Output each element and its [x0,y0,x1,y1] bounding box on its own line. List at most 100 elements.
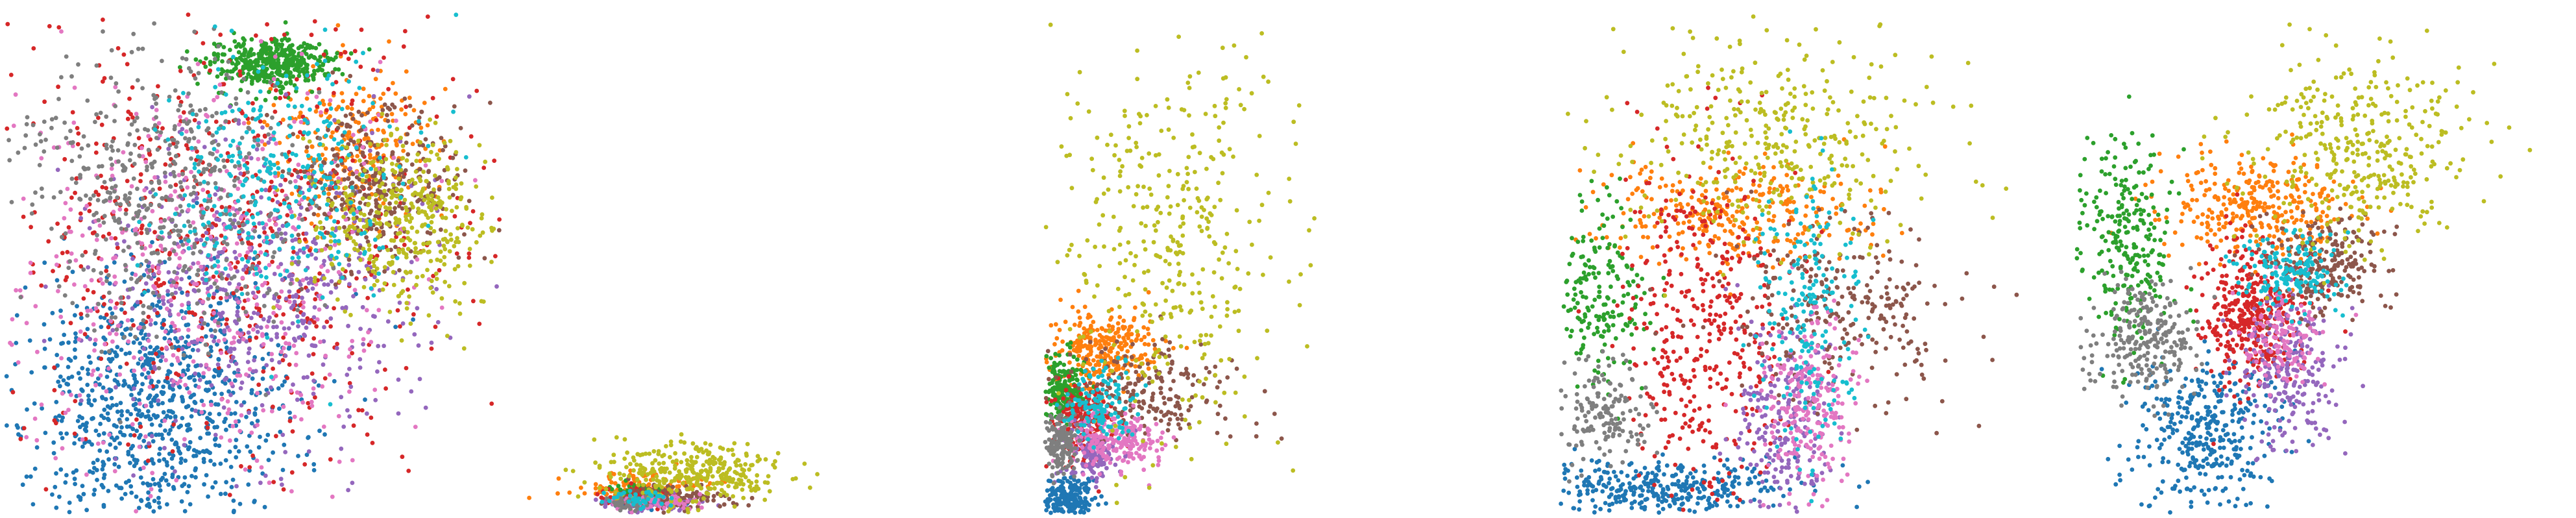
scatter-point [249,235,254,240]
scatter-point [283,20,288,25]
scatter-point [99,482,104,487]
scatter-point [261,119,267,125]
scatter-point [100,281,105,286]
scatter-point [81,166,86,170]
scatter-point [219,204,225,210]
scatter-point [289,489,294,494]
scatter-point [104,389,109,394]
scatter-point [289,305,294,310]
scatter-point [204,362,209,367]
scatter-point [212,367,217,373]
scatter-point [188,223,193,228]
scatter-point [467,255,472,260]
scatter-point [60,251,65,256]
scatter-point [303,78,308,83]
scatter-point [241,194,246,199]
scatter-point [214,130,219,135]
scatter-point [340,267,345,272]
scatter-point [27,338,32,343]
scatter-point [167,252,172,257]
scatter-point [117,365,123,369]
scatter-point [126,295,131,300]
scatter-point [305,244,310,249]
scatter-point [96,376,101,381]
scatter-point [167,143,173,148]
scatter-point [143,160,149,164]
scatter-point [150,105,155,110]
scatter-point [169,362,175,367]
scatter-point [151,360,156,365]
scatter-point [169,438,175,442]
scatter-point [368,222,373,227]
scatter-point [241,400,247,405]
scatter-point [100,395,105,401]
scatter-point [176,233,181,238]
scatter-point [234,438,239,443]
scatter-point [176,95,181,100]
scatter-point [276,122,281,127]
scatter-point [404,140,409,145]
scatter-point [113,104,118,108]
scatter-point [270,115,274,120]
scatter-point [194,237,199,242]
scatter-point [385,247,391,253]
scatter-point [124,362,129,366]
scatter-point [232,370,237,375]
scatter-point [265,432,271,438]
scatter-point [218,462,223,466]
scatter-point [359,27,364,32]
scatter-point [42,119,47,124]
scatter-point [208,328,213,332]
scatter-point [443,143,448,149]
scatter-point [407,219,413,224]
scatter-point [306,435,311,439]
scatter-point [395,256,400,260]
scatter-point [316,383,321,388]
scatter-point [105,190,110,195]
scatter-point [283,152,287,157]
scatter-point [103,397,108,402]
scatter-point [213,432,218,438]
scatter-point [121,150,126,155]
scatter-point [192,228,197,234]
scatter-point [218,328,223,333]
scatter-point [443,86,448,92]
scatter-point [123,310,127,315]
scatter-point [88,360,93,365]
scatter-point [396,248,401,253]
scatter-point [311,462,317,467]
scatter-point [10,389,16,395]
scatter-point [63,410,68,415]
scatter-point [262,230,267,235]
scatter-point [261,342,266,347]
scatter-point [162,170,167,175]
scatter-point [239,216,243,221]
scatter-point [202,167,206,171]
scatter-point [335,179,341,184]
scatter-point [280,383,285,388]
scatter-point [272,250,277,255]
scatter-point [424,212,429,217]
scatter-point [192,378,197,383]
scatter-point [136,212,141,217]
scatter-point [142,290,147,295]
scatter-point [435,195,441,200]
scatter-point [400,454,405,460]
scatter-point [255,286,260,291]
scatter-point [174,153,179,158]
scatter-point [148,243,153,249]
scatter-point [426,313,431,318]
scatter-point [454,251,459,256]
scatter-point [113,445,118,450]
scatter-point [445,334,450,338]
scatter-point [337,460,342,464]
scatter-point [258,480,263,486]
scatter-point [134,509,139,513]
scatter-point [226,273,231,278]
scatter-point [191,454,196,458]
scatter-point [289,277,294,282]
scatter-point [184,49,189,54]
scatter-point [255,419,260,423]
scatter-point [387,124,392,129]
scatter-point [246,71,251,77]
